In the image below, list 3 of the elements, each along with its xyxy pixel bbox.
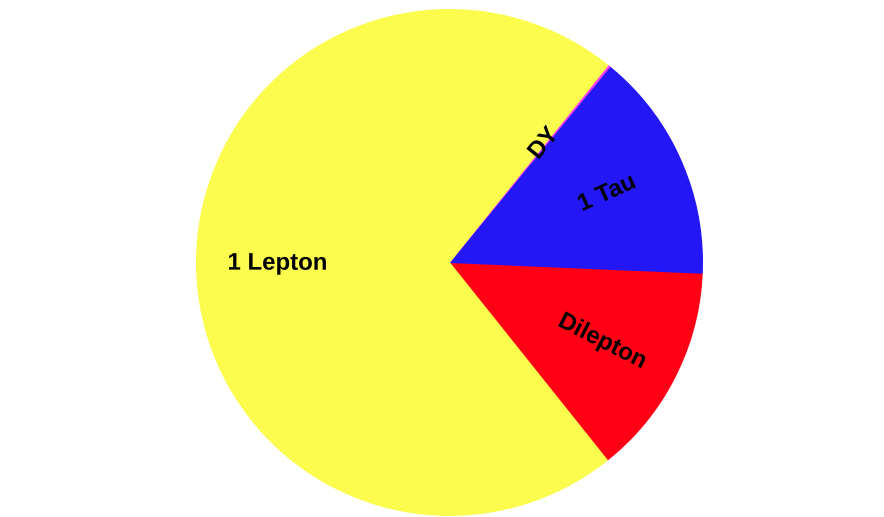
slice-label: 1 Tau (573, 167, 640, 217)
slice-label: 1 Lepton (227, 248, 328, 276)
slice-label: DY (522, 121, 564, 164)
